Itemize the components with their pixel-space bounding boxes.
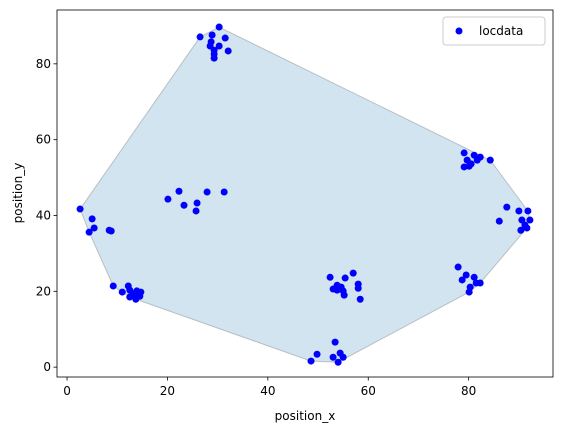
x-axis-label: position_x (275, 409, 336, 423)
x-tick-label: 80 (461, 384, 476, 398)
point (523, 224, 531, 232)
point (356, 295, 364, 303)
point (349, 269, 357, 277)
point (454, 263, 462, 271)
point (109, 282, 117, 290)
point (333, 286, 341, 294)
point (486, 156, 494, 164)
point (118, 288, 126, 296)
point (192, 207, 200, 215)
y-tick-label: 0 (43, 360, 51, 374)
point (220, 188, 228, 196)
point (473, 156, 481, 164)
point (462, 271, 470, 279)
x-tick-label: 60 (361, 384, 376, 398)
point (76, 205, 84, 213)
point (180, 201, 188, 209)
point (313, 350, 321, 358)
y-tick-label: 80 (36, 57, 51, 71)
point (224, 47, 232, 55)
plot-frame (56, 9, 554, 378)
point (221, 34, 229, 42)
y-axis-label: position_y (11, 163, 25, 224)
point (175, 187, 183, 195)
y-tick-label: 40 (36, 208, 51, 222)
point (524, 207, 532, 215)
point (208, 31, 216, 39)
x-tick-label: 40 (260, 384, 275, 398)
x-tick-label: 0 (63, 384, 71, 398)
hull (79, 26, 531, 363)
point (136, 292, 144, 300)
y-tick-label: 60 (36, 133, 51, 147)
legend: locdata (442, 16, 546, 46)
point (460, 149, 468, 157)
point (90, 224, 98, 232)
point (88, 215, 96, 223)
point (470, 273, 478, 281)
point (354, 284, 362, 292)
point (196, 33, 204, 41)
point (331, 338, 339, 346)
y-tick-label: 20 (36, 284, 51, 298)
legend-marker (455, 27, 463, 35)
point (215, 23, 223, 31)
point (107, 227, 115, 235)
x-tick-label: 20 (160, 384, 175, 398)
point (503, 203, 511, 211)
point (215, 42, 223, 50)
point (164, 195, 172, 203)
point (339, 353, 347, 361)
point (193, 199, 201, 207)
point (341, 274, 349, 282)
point (340, 291, 348, 299)
point (526, 216, 534, 224)
point (495, 217, 503, 225)
point (85, 228, 93, 236)
point (130, 290, 138, 298)
point (307, 357, 315, 365)
point (326, 273, 334, 281)
point (465, 288, 473, 296)
legend-frame (442, 16, 546, 46)
point (210, 54, 218, 62)
point (476, 279, 484, 287)
legend-label: locdata (479, 24, 523, 38)
point (515, 207, 523, 215)
point (458, 276, 466, 284)
point (329, 353, 337, 361)
point (203, 188, 211, 196)
point (517, 226, 525, 234)
point (465, 162, 473, 170)
point (334, 358, 342, 366)
